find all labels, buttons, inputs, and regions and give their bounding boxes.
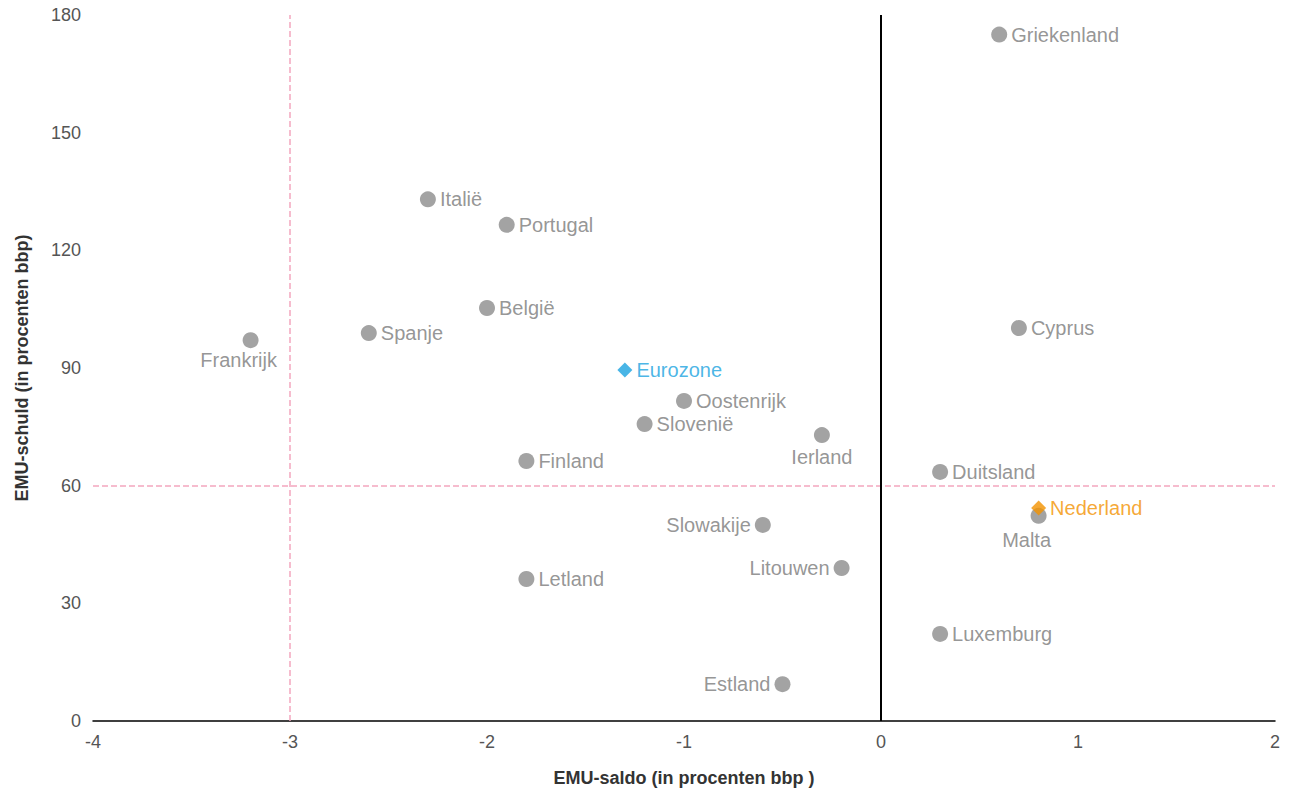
svg-text:EMU-schuld (in procenten bbp): EMU-schuld (in procenten bbp): [12, 235, 32, 502]
svg-text:150: 150: [51, 123, 81, 143]
svg-text:België: België: [499, 297, 555, 319]
svg-text:EMU-saldo (in procenten bbp ): EMU-saldo (in procenten bbp ): [554, 768, 815, 788]
svg-text:-1: -1: [676, 732, 692, 752]
svg-text:1: 1: [1073, 732, 1083, 752]
svg-text:60: 60: [61, 476, 81, 496]
svg-text:30: 30: [61, 593, 81, 613]
svg-text:Frankrijk: Frankrijk: [200, 349, 278, 371]
svg-text:Malta: Malta: [1002, 529, 1052, 551]
svg-text:Letland: Letland: [538, 568, 604, 590]
svg-text:180: 180: [51, 5, 81, 25]
svg-text:-2: -2: [479, 732, 495, 752]
svg-text:Slovenië: Slovenië: [657, 413, 734, 435]
svg-text:Nederland: Nederland: [1050, 497, 1142, 519]
svg-text:0: 0: [876, 732, 886, 752]
svg-text:Italië: Italië: [440, 188, 482, 210]
svg-text:Slowakije: Slowakije: [666, 514, 750, 536]
svg-text:Luxemburg: Luxemburg: [952, 623, 1052, 645]
svg-text:2: 2: [1270, 732, 1280, 752]
svg-text:Finland: Finland: [538, 450, 604, 472]
svg-text:Ierland: Ierland: [791, 446, 852, 468]
svg-text:Cyprus: Cyprus: [1031, 317, 1094, 339]
svg-text:Portugal: Portugal: [519, 214, 594, 236]
svg-text:Spanje: Spanje: [381, 322, 443, 344]
svg-text:Litouwen: Litouwen: [750, 557, 830, 579]
svg-text:Duitsland: Duitsland: [952, 461, 1035, 483]
svg-text:Eurozone: Eurozone: [636, 359, 722, 381]
svg-text:-3: -3: [282, 732, 298, 752]
svg-text:Griekenland: Griekenland: [1011, 24, 1119, 46]
svg-text:Oostenrijk: Oostenrijk: [696, 390, 787, 412]
svg-text:Estland: Estland: [704, 673, 771, 695]
svg-text:-4: -4: [85, 732, 101, 752]
svg-text:0: 0: [71, 711, 81, 731]
svg-text:90: 90: [61, 358, 81, 378]
svg-text:120: 120: [51, 240, 81, 260]
